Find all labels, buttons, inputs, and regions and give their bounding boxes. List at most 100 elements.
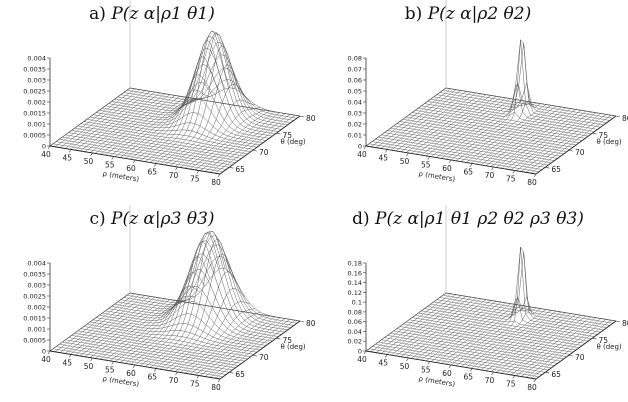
surface-grid-line bbox=[395, 297, 477, 357]
surface-grid-line bbox=[425, 302, 507, 362]
plot-title-expression: P(z α|ρ2 θ2) bbox=[427, 4, 532, 24]
surface-grid-line bbox=[199, 112, 281, 171]
rho-tick-mark bbox=[385, 149, 388, 153]
surface-grid-line bbox=[99, 300, 181, 360]
rho-tick-mark bbox=[406, 152, 409, 157]
surface-grid-line bbox=[99, 96, 181, 155]
z-tick-label: 0 bbox=[42, 143, 46, 151]
z-tick-label: 0.0035 bbox=[23, 66, 46, 74]
surface-grid-line bbox=[415, 96, 497, 155]
surface-grid-line bbox=[433, 251, 604, 331]
z-tick-label: 0.02 bbox=[348, 338, 362, 346]
surface-grid-line bbox=[129, 89, 211, 160]
surface-grid-line bbox=[430, 303, 512, 362]
surface-grid-line bbox=[129, 87, 301, 117]
surface-plot-canvas: 0 0.02 0.04 0.06 0.080.1 0.12 0.14 0.160.18 40 45… bbox=[348, 205, 628, 392]
z-tick-label: 0.001 bbox=[27, 326, 46, 334]
theta-tick-label: 80 bbox=[306, 319, 316, 328]
surface-grid-line bbox=[64, 90, 146, 149]
surface-grid-line bbox=[510, 111, 592, 171]
surface-grid-line bbox=[119, 286, 201, 363]
z-tick-label: 0.02 bbox=[348, 121, 362, 129]
plot-title-expression: P(z α|ρ3 θ3) bbox=[111, 209, 215, 229]
surface-grid-line bbox=[89, 94, 171, 153]
surface-grid-line bbox=[520, 318, 602, 377]
theta-tick-mark bbox=[545, 166, 550, 169]
theta-tick-label: 70 bbox=[575, 353, 585, 362]
theta-tick-mark bbox=[568, 354, 574, 357]
rho-tick-mark bbox=[90, 152, 93, 157]
rho-tick-mark bbox=[217, 173, 221, 178]
z-tick-label: 0.0015 bbox=[23, 110, 46, 118]
rho-tick-mark bbox=[47, 350, 51, 355]
rho-tick-label: 65 bbox=[463, 373, 473, 382]
surface-grid-line bbox=[365, 87, 447, 147]
rho-tick-mark bbox=[385, 354, 388, 358]
theta-tick-label: 70 bbox=[259, 353, 269, 362]
surface-grid-line bbox=[129, 255, 211, 365]
surface-grid-line bbox=[430, 98, 512, 157]
rho-tick-label: 70 bbox=[169, 376, 179, 385]
rho-tick-label: 50 bbox=[400, 157, 410, 166]
theta-tick-mark bbox=[299, 320, 305, 323]
surface-grid-line bbox=[525, 319, 607, 378]
rho-tick-label: 65 bbox=[147, 373, 157, 382]
z-tick-label: 0.08 bbox=[348, 55, 362, 63]
surface-mesh bbox=[49, 30, 301, 175]
surface-grid-line bbox=[169, 301, 251, 371]
rho-tick-mark bbox=[69, 354, 72, 358]
plot-title: c) P(z α|ρ3 θ3) bbox=[2, 209, 302, 229]
theta-tick-label: 80 bbox=[306, 114, 316, 123]
surface-grid-line bbox=[109, 298, 191, 362]
theta-tick-label: 70 bbox=[259, 148, 269, 157]
rho-tick-label: 55 bbox=[421, 366, 431, 375]
theta-tick-label: 75 bbox=[598, 131, 608, 140]
surface-grid-line bbox=[520, 113, 602, 172]
surface-grid-line bbox=[405, 94, 487, 153]
surface-grid-line bbox=[59, 294, 141, 353]
surface-grid-line bbox=[74, 296, 156, 356]
surface-grid-line bbox=[144, 39, 226, 162]
surface-grid-line bbox=[375, 89, 457, 148]
surface-plot-canvas: 0 0.01 0.02 0.03 0.04 0.05 0.06 0.07 0.08 40 45 50 5… bbox=[348, 0, 628, 187]
z-tick-label: 0.14 bbox=[348, 279, 362, 287]
z-tick-label: 0.0015 bbox=[23, 315, 46, 323]
surface-grid-line bbox=[425, 97, 507, 157]
z-tick-label: 0.06 bbox=[348, 318, 362, 326]
rho-tick-label: 75 bbox=[190, 175, 200, 184]
z-tick-label: 0.08 bbox=[348, 308, 362, 316]
surface-grid-line bbox=[480, 106, 562, 166]
surface-grid-line bbox=[475, 310, 557, 370]
plot-title-prefix: d) bbox=[352, 209, 370, 229]
surface-grid-line bbox=[123, 244, 294, 326]
surface-grid-line bbox=[204, 113, 286, 172]
surface-grid-line bbox=[149, 238, 231, 368]
rho-tick-label: 80 bbox=[211, 178, 221, 187]
plot-title: d) P(z α|ρ1 θ1 ρ2 θ2 ρ3 θ3) bbox=[318, 209, 618, 229]
surface-grid-line bbox=[370, 88, 452, 147]
rho-tick-label: 55 bbox=[105, 366, 115, 375]
theta-tick-mark bbox=[615, 320, 621, 323]
surface-grid-line bbox=[490, 108, 572, 167]
rho-tick-mark bbox=[533, 173, 537, 178]
surface-grid-line bbox=[189, 110, 271, 170]
theta-tick-mark bbox=[229, 371, 234, 374]
surface-grid-line bbox=[420, 301, 502, 361]
surface-grid-line bbox=[450, 298, 532, 366]
theta-tick-label: 75 bbox=[282, 131, 292, 140]
theta-tick-mark bbox=[592, 132, 597, 135]
rho-tick-mark bbox=[363, 350, 367, 355]
surface-grid-line bbox=[74, 91, 156, 151]
rho-tick-label: 65 bbox=[463, 168, 473, 177]
surface-grid-line bbox=[410, 300, 492, 359]
surface-grid-line bbox=[515, 317, 597, 376]
theta-axis-line bbox=[535, 115, 617, 175]
z-tick-label: 0.002 bbox=[27, 99, 46, 107]
surface-grid-line bbox=[94, 95, 176, 154]
rho-tick-mark bbox=[427, 156, 430, 160]
rho-tick-mark bbox=[69, 149, 72, 153]
theta-tick-mark bbox=[615, 115, 621, 118]
rho-tick-label: 40 bbox=[357, 355, 367, 364]
theta-axis-label: θ (deg) bbox=[596, 138, 621, 146]
surface-grid-line bbox=[495, 109, 577, 168]
